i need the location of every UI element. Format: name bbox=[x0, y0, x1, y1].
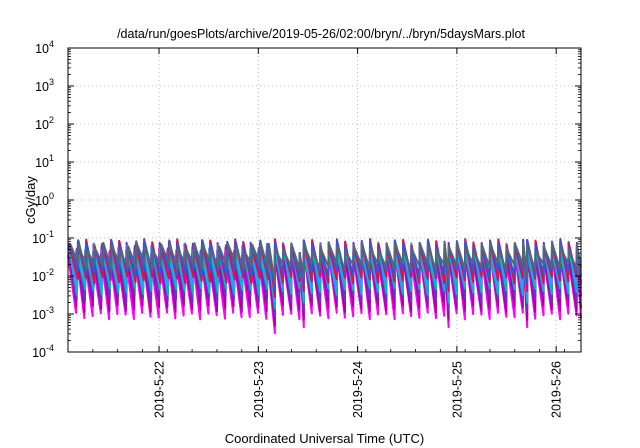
y-tick-label: 102 bbox=[35, 115, 54, 132]
y-tick-label: 103 bbox=[35, 77, 54, 94]
y-tick-label: 10-2 bbox=[32, 267, 54, 284]
x-tick-label: 2019-5-22 bbox=[153, 361, 167, 418]
x-tick-label: 2019-5-24 bbox=[351, 361, 365, 418]
x-axis-label: Coordinated Universal Time (UTC) bbox=[225, 431, 424, 446]
series-group bbox=[67, 238, 582, 335]
chart-title: /data/run/goesPlots/archive/2019-05-26/0… bbox=[117, 27, 525, 41]
y-tick-label: 101 bbox=[35, 153, 54, 170]
x-tick-label: 2019-5-26 bbox=[550, 361, 564, 418]
y-axis-label: cGy/day bbox=[23, 176, 38, 224]
axes: 10-4 10-3 10-2 10-1 100 101 102 103 104 2019-5-22… bbox=[32, 39, 581, 418]
y-tick-label: 10-1 bbox=[32, 229, 54, 246]
y-tick-label: 100 bbox=[35, 191, 54, 208]
x-tick-label: 2019-5-25 bbox=[450, 361, 464, 418]
y-tick-label: 10-4 bbox=[32, 343, 54, 360]
x-tick-label: 2019-5-23 bbox=[252, 361, 266, 418]
y-tick-label: 10-3 bbox=[32, 305, 54, 322]
series-line bbox=[69, 241, 582, 285]
y-tick-label: 104 bbox=[35, 39, 54, 56]
